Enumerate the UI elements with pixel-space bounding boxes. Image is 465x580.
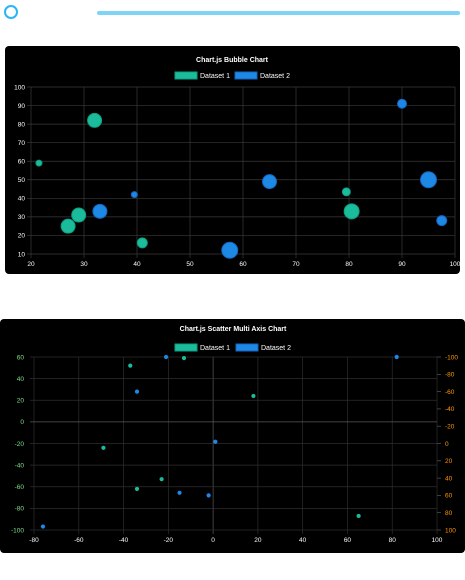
bubble-point-dataset-2 — [130, 191, 138, 199]
y-right-tick-label: 20 — [445, 458, 453, 465]
bubble-point-dataset-1 — [60, 218, 76, 234]
y-right-tick-label: -20 — [445, 424, 455, 431]
x-tick-label: 40 — [299, 537, 307, 544]
scatter-point-dataset-1 — [101, 445, 106, 450]
y-right-tick-label: -40 — [445, 406, 455, 413]
y-left-tick-label: -20 — [15, 441, 25, 448]
y-tick-label: 50 — [18, 177, 26, 184]
y-tick-label: 40 — [18, 196, 26, 203]
y-left-tick-label: 40 — [17, 376, 25, 383]
x-tick-label: -40 — [119, 537, 129, 544]
x-tick-label: 70 — [292, 261, 300, 268]
y-right-tick-label: -100 — [445, 354, 458, 361]
legend-swatch-dataset-1[interactable] — [174, 343, 198, 352]
y-right-tick-label: 100 — [445, 527, 456, 534]
scatter-point-dataset-2 — [213, 439, 218, 444]
legend-swatch-dataset-2[interactable] — [234, 71, 258, 80]
bubble-chart-panel: Chart.js Bubble Chart Dataset 1 Dataset … — [5, 46, 460, 274]
bubble-point-dataset-2 — [221, 241, 239, 259]
bubble-point-dataset-2 — [92, 203, 108, 219]
scatter-point-dataset-1 — [128, 363, 133, 368]
y-right-tick-label: 60 — [445, 493, 453, 500]
y-right-tick-label: -60 — [445, 389, 455, 396]
y-tick-label: 70 — [18, 140, 26, 147]
bubble-chart-title: Chart.js Bubble Chart — [196, 57, 269, 64]
y-tick-label: 60 — [18, 159, 26, 166]
x-tick-label: 100 — [432, 537, 443, 544]
bubble-point-dataset-1 — [71, 207, 87, 223]
x-tick-label: -20 — [164, 537, 174, 544]
x-tick-label: 30 — [80, 261, 88, 268]
bubble-point-dataset-1 — [341, 187, 351, 197]
scatter-point-dataset-1 — [251, 393, 256, 399]
x-tick-label: -60 — [74, 537, 84, 544]
y-tick-label: 90 — [18, 103, 26, 110]
progress-bar — [97, 11, 460, 15]
bubble-point-dataset-2 — [397, 98, 407, 109]
scatter-chart-title: Chart.js Scatter Multi Axis Chart — [180, 326, 287, 333]
x-tick-label: 80 — [345, 261, 353, 268]
scatter-point-dataset-2 — [134, 389, 140, 394]
scatter-point-dataset-2 — [206, 493, 211, 498]
y-left-tick-label: 60 — [17, 354, 25, 361]
y-tick-label: 10 — [18, 251, 26, 258]
x-tick-label: 60 — [344, 537, 352, 544]
x-tick-label: 20 — [254, 537, 262, 544]
scatter-point-dataset-1 — [356, 513, 361, 519]
bubble-point-dataset-2 — [420, 171, 437, 189]
x-tick-label: 80 — [389, 537, 397, 544]
y-tick-label: 30 — [18, 214, 26, 221]
y-right-tick-label: 0 — [445, 441, 449, 448]
bubble-point-dataset-1 — [87, 112, 103, 128]
scatter-point-dataset-2 — [394, 354, 399, 360]
y-left-tick-label: -80 — [15, 506, 25, 513]
x-tick-label: 50 — [186, 261, 194, 268]
logo-ring-icon — [4, 5, 18, 19]
x-tick-label: 60 — [239, 261, 247, 268]
legend-label-dataset-1[interactable]: Dataset 1 — [200, 73, 230, 80]
scatter-point-dataset-2 — [163, 354, 169, 360]
y-left-tick-label: -100 — [11, 527, 24, 534]
x-tick-label: 0 — [211, 537, 215, 544]
y-left-tick-label: -60 — [15, 484, 25, 491]
y-left-tick-label: 20 — [17, 398, 25, 405]
y-right-tick-label: -80 — [445, 372, 455, 379]
legend-swatch-dataset-1[interactable] — [174, 71, 198, 80]
scatter-point-dataset-1 — [134, 486, 140, 492]
y-tick-label: 20 — [18, 233, 26, 240]
x-tick-label: 90 — [398, 261, 406, 268]
y-right-tick-label: 80 — [445, 510, 453, 517]
y-right-tick-label: 40 — [445, 475, 453, 482]
y-tick-label: 100 — [14, 84, 25, 91]
scatter-point-dataset-2 — [177, 490, 182, 495]
legend-label-dataset-2[interactable]: Dataset 2 — [261, 345, 291, 352]
bubble-point-dataset-2 — [262, 174, 277, 190]
legend-swatch-dataset-2[interactable] — [235, 343, 259, 352]
x-tick-label: 20 — [27, 261, 35, 268]
bubble-point-dataset-1 — [343, 203, 360, 220]
scatter-point-dataset-1 — [159, 477, 164, 482]
x-tick-label: -80 — [29, 537, 39, 544]
legend-label-dataset-1[interactable]: Dataset 1 — [200, 345, 230, 352]
y-left-tick-label: 0 — [20, 419, 24, 426]
scatter-point-dataset-1 — [181, 355, 187, 361]
y-tick-label: 80 — [18, 121, 26, 128]
bubble-chart: Chart.js Bubble Chart Dataset 1 Dataset … — [14, 57, 460, 268]
bubble-point-dataset-1 — [35, 159, 43, 167]
x-tick-label: 100 — [450, 261, 460, 268]
bubble-point-dataset-2 — [436, 215, 448, 227]
scatter-point-dataset-2 — [40, 524, 46, 529]
y-left-tick-label: -40 — [15, 462, 25, 469]
bubble-point-dataset-1 — [136, 237, 148, 249]
x-tick-label: 40 — [133, 261, 141, 268]
scatter-chart-panel: Chart.js Scatter Multi Axis Chart Datase… — [0, 319, 465, 553]
legend-label-dataset-2[interactable]: Dataset 2 — [260, 73, 290, 80]
scatter-chart: Chart.js Scatter Multi Axis Chart Datase… — [11, 326, 458, 544]
